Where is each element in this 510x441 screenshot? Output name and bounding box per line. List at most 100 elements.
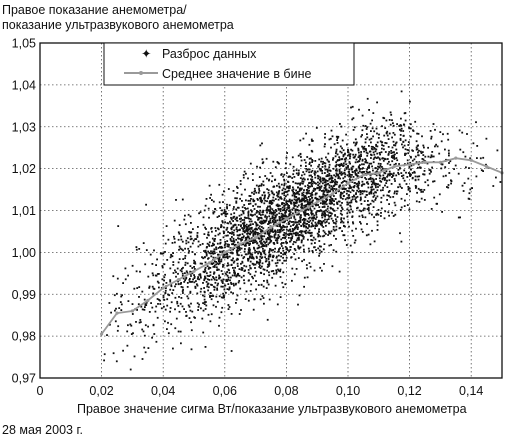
scatter-point: [369, 178, 372, 180]
scatter-point: [349, 178, 351, 181]
scatter-point: [389, 174, 391, 177]
scatter-point: [222, 255, 225, 258]
scatter-point: [297, 172, 300, 174]
scatter-point: [376, 141, 379, 144]
scatter-point: [297, 245, 300, 248]
scatter-point: [247, 211, 250, 214]
mean-line-point: [192, 269, 196, 273]
scatter-point: [300, 214, 302, 216]
scatter-point: [495, 176, 497, 179]
scatter-point: [164, 289, 167, 292]
scatter-point: [394, 204, 397, 207]
scatter-point: [274, 166, 277, 169]
scatter-point: [359, 199, 362, 202]
scatter-point: [282, 256, 284, 259]
scatter-point: [374, 167, 377, 170]
scatter-point: [177, 238, 180, 241]
scatter-point: [318, 167, 321, 170]
scatter-point: [202, 294, 204, 297]
scatter-point: [426, 162, 429, 165]
scatter-point: [372, 158, 375, 161]
scatter-point: [269, 172, 272, 174]
scatter-point: [419, 166, 421, 169]
scatter-point: [194, 238, 197, 240]
scatter-point: [184, 264, 187, 266]
scatter-point: [281, 237, 284, 239]
scatter-point: [335, 220, 338, 223]
scatter-point: [176, 300, 179, 303]
scatter-point: [364, 216, 367, 219]
scatter-point: [218, 215, 220, 217]
scatter-point: [353, 194, 355, 197]
scatter-point: [243, 282, 246, 285]
scatter-point: [311, 239, 314, 242]
scatter-point: [299, 152, 302, 155]
scatter-point: [402, 146, 404, 149]
scatter-point: [297, 154, 300, 157]
scatter-point: [276, 161, 279, 163]
scatter-point: [311, 182, 314, 185]
scatter-point: [218, 260, 221, 263]
scatter-point: [292, 223, 295, 226]
scatter-point: [448, 154, 450, 157]
scatter-point: [325, 175, 328, 178]
scatter-point: [243, 250, 246, 253]
scatter-point: [308, 189, 310, 192]
scatter-point: [269, 207, 272, 209]
scatter-point: [307, 178, 309, 181]
scatter-point: [438, 193, 441, 196]
scatter-point: [170, 323, 173, 326]
scatter-point: [190, 281, 192, 283]
scatter-point: [397, 168, 400, 171]
scatter-point: [380, 212, 382, 214]
scatter-point: [212, 250, 214, 253]
scatter-point: [436, 145, 439, 148]
mean-line-point: [223, 250, 227, 254]
scatter-point: [318, 187, 320, 189]
scatter-point: [416, 175, 419, 178]
scatter-point: [302, 199, 305, 202]
scatter-point: [284, 237, 286, 240]
scatter-point: [242, 243, 245, 246]
x-tick-label: 0,04: [151, 384, 175, 398]
scatter-point: [143, 346, 146, 349]
scatter-point: [151, 285, 154, 288]
scatter-point: [292, 165, 295, 168]
scatter-point: [262, 161, 265, 164]
scatter-point: [258, 263, 261, 265]
scatter-point: [199, 290, 202, 293]
scatter-point: [331, 176, 333, 179]
scatter-point: [136, 309, 138, 311]
scatter-point: [180, 282, 182, 284]
scatter-point: [335, 180, 337, 183]
scatter-point: [403, 144, 406, 147]
scatter-point: [157, 281, 160, 284]
scatter-point: [190, 302, 192, 305]
scatter-point: [229, 276, 232, 279]
scatter-point: [229, 232, 231, 235]
scatter-point: [254, 270, 257, 273]
scatter-point: [330, 244, 332, 246]
scatter-point: [252, 239, 255, 242]
scatter-point: [226, 212, 229, 215]
scatter-point: [247, 213, 250, 216]
scatter-point: [338, 176, 340, 178]
scatter-point: [336, 181, 339, 184]
scatter-point: [114, 309, 116, 312]
scatter-point: [186, 262, 189, 265]
scatter-point: [216, 242, 219, 245]
scatter-point: [298, 182, 300, 185]
scatter-point: [191, 242, 194, 245]
scatter-point: [407, 149, 410, 152]
scatter-point: [188, 250, 190, 252]
scatter-point: [273, 199, 275, 202]
scatter-point: [268, 178, 271, 181]
scatter-point: [275, 237, 278, 240]
scatter-point: [216, 262, 219, 265]
scatter-point: [189, 265, 192, 267]
scatter-point: [385, 182, 388, 184]
scatter-point: [259, 205, 261, 208]
scatter-point: [300, 200, 303, 203]
scatter-point: [284, 195, 287, 198]
scatter-point: [334, 155, 337, 158]
